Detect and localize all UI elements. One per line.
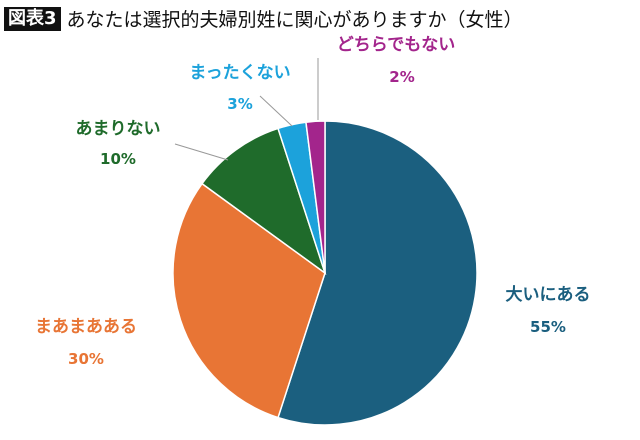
pie-slice (277, 120, 478, 426)
slice-value-label: 30% (68, 350, 104, 368)
slice-label: まったくない (189, 63, 290, 83)
title-text: あなたは選択的夫婦別姓に関心がありますか（女性） (66, 9, 523, 31)
pie-slice (172, 182, 326, 419)
slice-label: どちらでもない (337, 35, 456, 55)
slice-value-label: 3% (227, 95, 252, 113)
pie-slice (200, 127, 327, 275)
figure-badge: 図表3 (4, 6, 61, 31)
slice-value-label: 2% (389, 68, 414, 86)
leader-line (174, 143, 229, 161)
slice-value-label: 55% (530, 318, 566, 336)
slice-label: あまりない (76, 119, 161, 139)
slice-label: まあまあある (35, 317, 137, 337)
leader-line (259, 95, 293, 127)
chart-title: 図表3 あなたは選択的夫婦別姓に関心がありますか（女性） (4, 5, 523, 32)
slice-value-label: 10% (100, 150, 136, 168)
slice-label: 大いにある (506, 284, 591, 305)
pie-slice (305, 120, 326, 274)
